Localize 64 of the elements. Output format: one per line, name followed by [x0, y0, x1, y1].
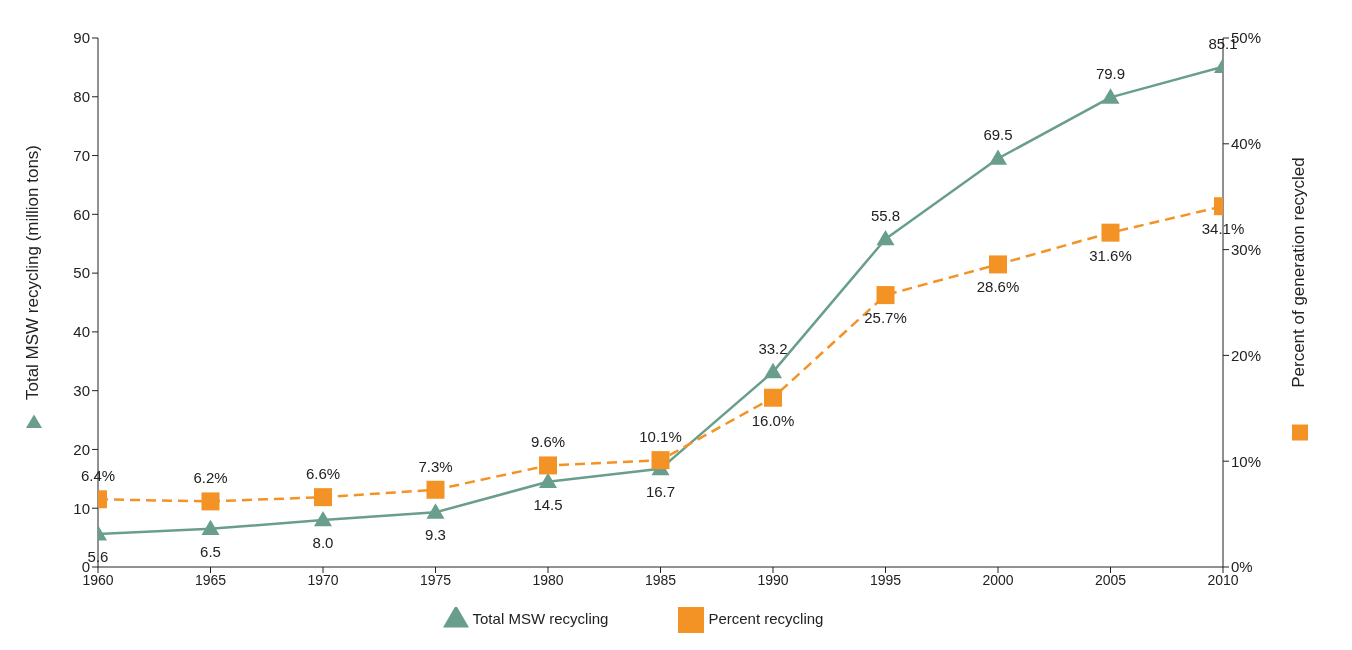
y-tick-label: 10: [73, 499, 90, 517]
data-label: 28.6%: [976, 278, 1020, 296]
x-tick-label: 1985: [644, 571, 677, 588]
data-label: 31.6%: [1089, 246, 1132, 264]
point: [989, 255, 1007, 274]
y2-tick-label: 30%: [1231, 240, 1262, 258]
y2-axis-title: Percent of generation recycled: [1289, 157, 1309, 388]
data-label: 25.7%: [864, 309, 907, 327]
point: [426, 480, 445, 499]
point: [201, 492, 220, 511]
data-label: 9.3: [425, 526, 446, 544]
data-label: 6.2%: [193, 469, 228, 487]
data-label: 16.0%: [751, 411, 795, 429]
y-tick-label: 50: [73, 264, 90, 282]
point: [1101, 88, 1120, 104]
x-tick-label: 1970: [307, 571, 339, 588]
data-label: 33.2: [758, 339, 788, 357]
x-tick-label: 1960: [82, 571, 114, 588]
data-label: 9.6%: [530, 433, 566, 451]
data-label: 55.8: [870, 207, 901, 225]
x-tick-label: 2000: [982, 571, 1014, 588]
data-label: 6.4%: [80, 467, 116, 485]
legend-label: Total MSW recycling: [472, 609, 609, 627]
point: [201, 519, 220, 536]
point: [314, 510, 332, 527]
x-tick-label: 1975: [419, 571, 452, 588]
point: [651, 451, 670, 470]
data-label: 6.6%: [305, 465, 341, 483]
data-label: 34.1%: [1201, 220, 1245, 238]
y-tick-label: 60: [73, 205, 90, 223]
point: [989, 149, 1007, 165]
y-tick-label: 80: [73, 88, 90, 106]
x-tick-label: 1995: [869, 571, 902, 588]
y2-tick-label: 40%: [1231, 135, 1262, 153]
y-tick-label: 90: [73, 29, 90, 47]
data-label: 79.9: [1095, 65, 1126, 83]
legend-label: Percent recycling: [708, 609, 824, 627]
data-label: 7.3%: [418, 457, 453, 475]
point: [314, 488, 332, 507]
y2-tick-label: 10%: [1231, 452, 1262, 470]
point: [1101, 223, 1120, 242]
x-tick-label: 1990: [757, 571, 789, 588]
data-label: 6.5: [200, 542, 221, 560]
point: [764, 388, 782, 407]
x-tick-label: 1980: [532, 571, 564, 588]
point: [764, 362, 782, 379]
point: [539, 472, 557, 489]
y-tick-label: 70: [73, 146, 90, 164]
point: [426, 503, 445, 519]
data-label: 8.0: [312, 533, 334, 551]
data-label: 10.1%: [639, 428, 682, 446]
y-tick-label: 20: [73, 440, 90, 458]
y-axis-title: Total MSW recycling (million tons): [23, 144, 43, 401]
data-label: 14.5: [533, 495, 563, 513]
data-label: 69.5: [983, 126, 1013, 144]
y-tick-label: 40: [73, 323, 90, 341]
point: [876, 286, 895, 305]
y-tick-label: 30: [73, 381, 90, 399]
point: [876, 230, 895, 246]
x-tick-label: 2005: [1094, 571, 1127, 588]
x-tick-label: 1965: [194, 571, 227, 588]
data-label: 16.7: [645, 482, 676, 500]
point: [539, 456, 557, 475]
y2-tick-label: 20%: [1231, 346, 1262, 364]
